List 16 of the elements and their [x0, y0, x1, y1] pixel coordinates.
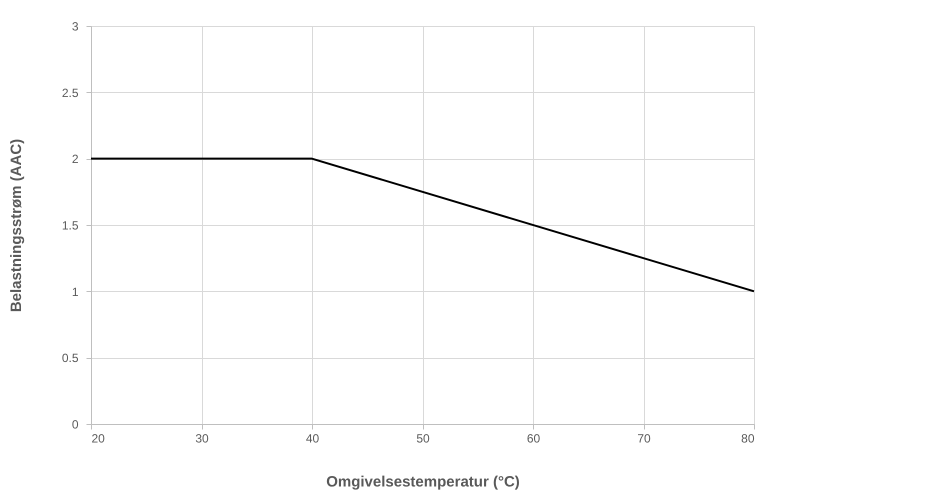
x-tick-label: 30 [195, 432, 209, 446]
y-tick-label: 2.5 [62, 86, 79, 100]
x-tick-label: 60 [526, 432, 540, 446]
x-tick-label: 70 [637, 432, 651, 446]
y-tick-label: 0 [72, 418, 79, 432]
y-axis-title: Belastningsstrøm (AAC) [8, 138, 25, 312]
y-tick-label: 3 [72, 20, 79, 34]
y-tick-label: 0.5 [62, 351, 79, 366]
y-tick-label: 1.5 [62, 218, 79, 232]
y-tick-label: 1 [72, 284, 79, 299]
x-tick-label: 50 [416, 432, 430, 446]
x-axis-title: Omgivelsestemperatur (°C) [326, 474, 520, 490]
y-tick-label: 2 [72, 152, 79, 166]
x-tick-label: 40 [306, 432, 320, 446]
x-tick-label: 80 [741, 432, 755, 446]
x-tick-label: 20 [92, 432, 106, 446]
